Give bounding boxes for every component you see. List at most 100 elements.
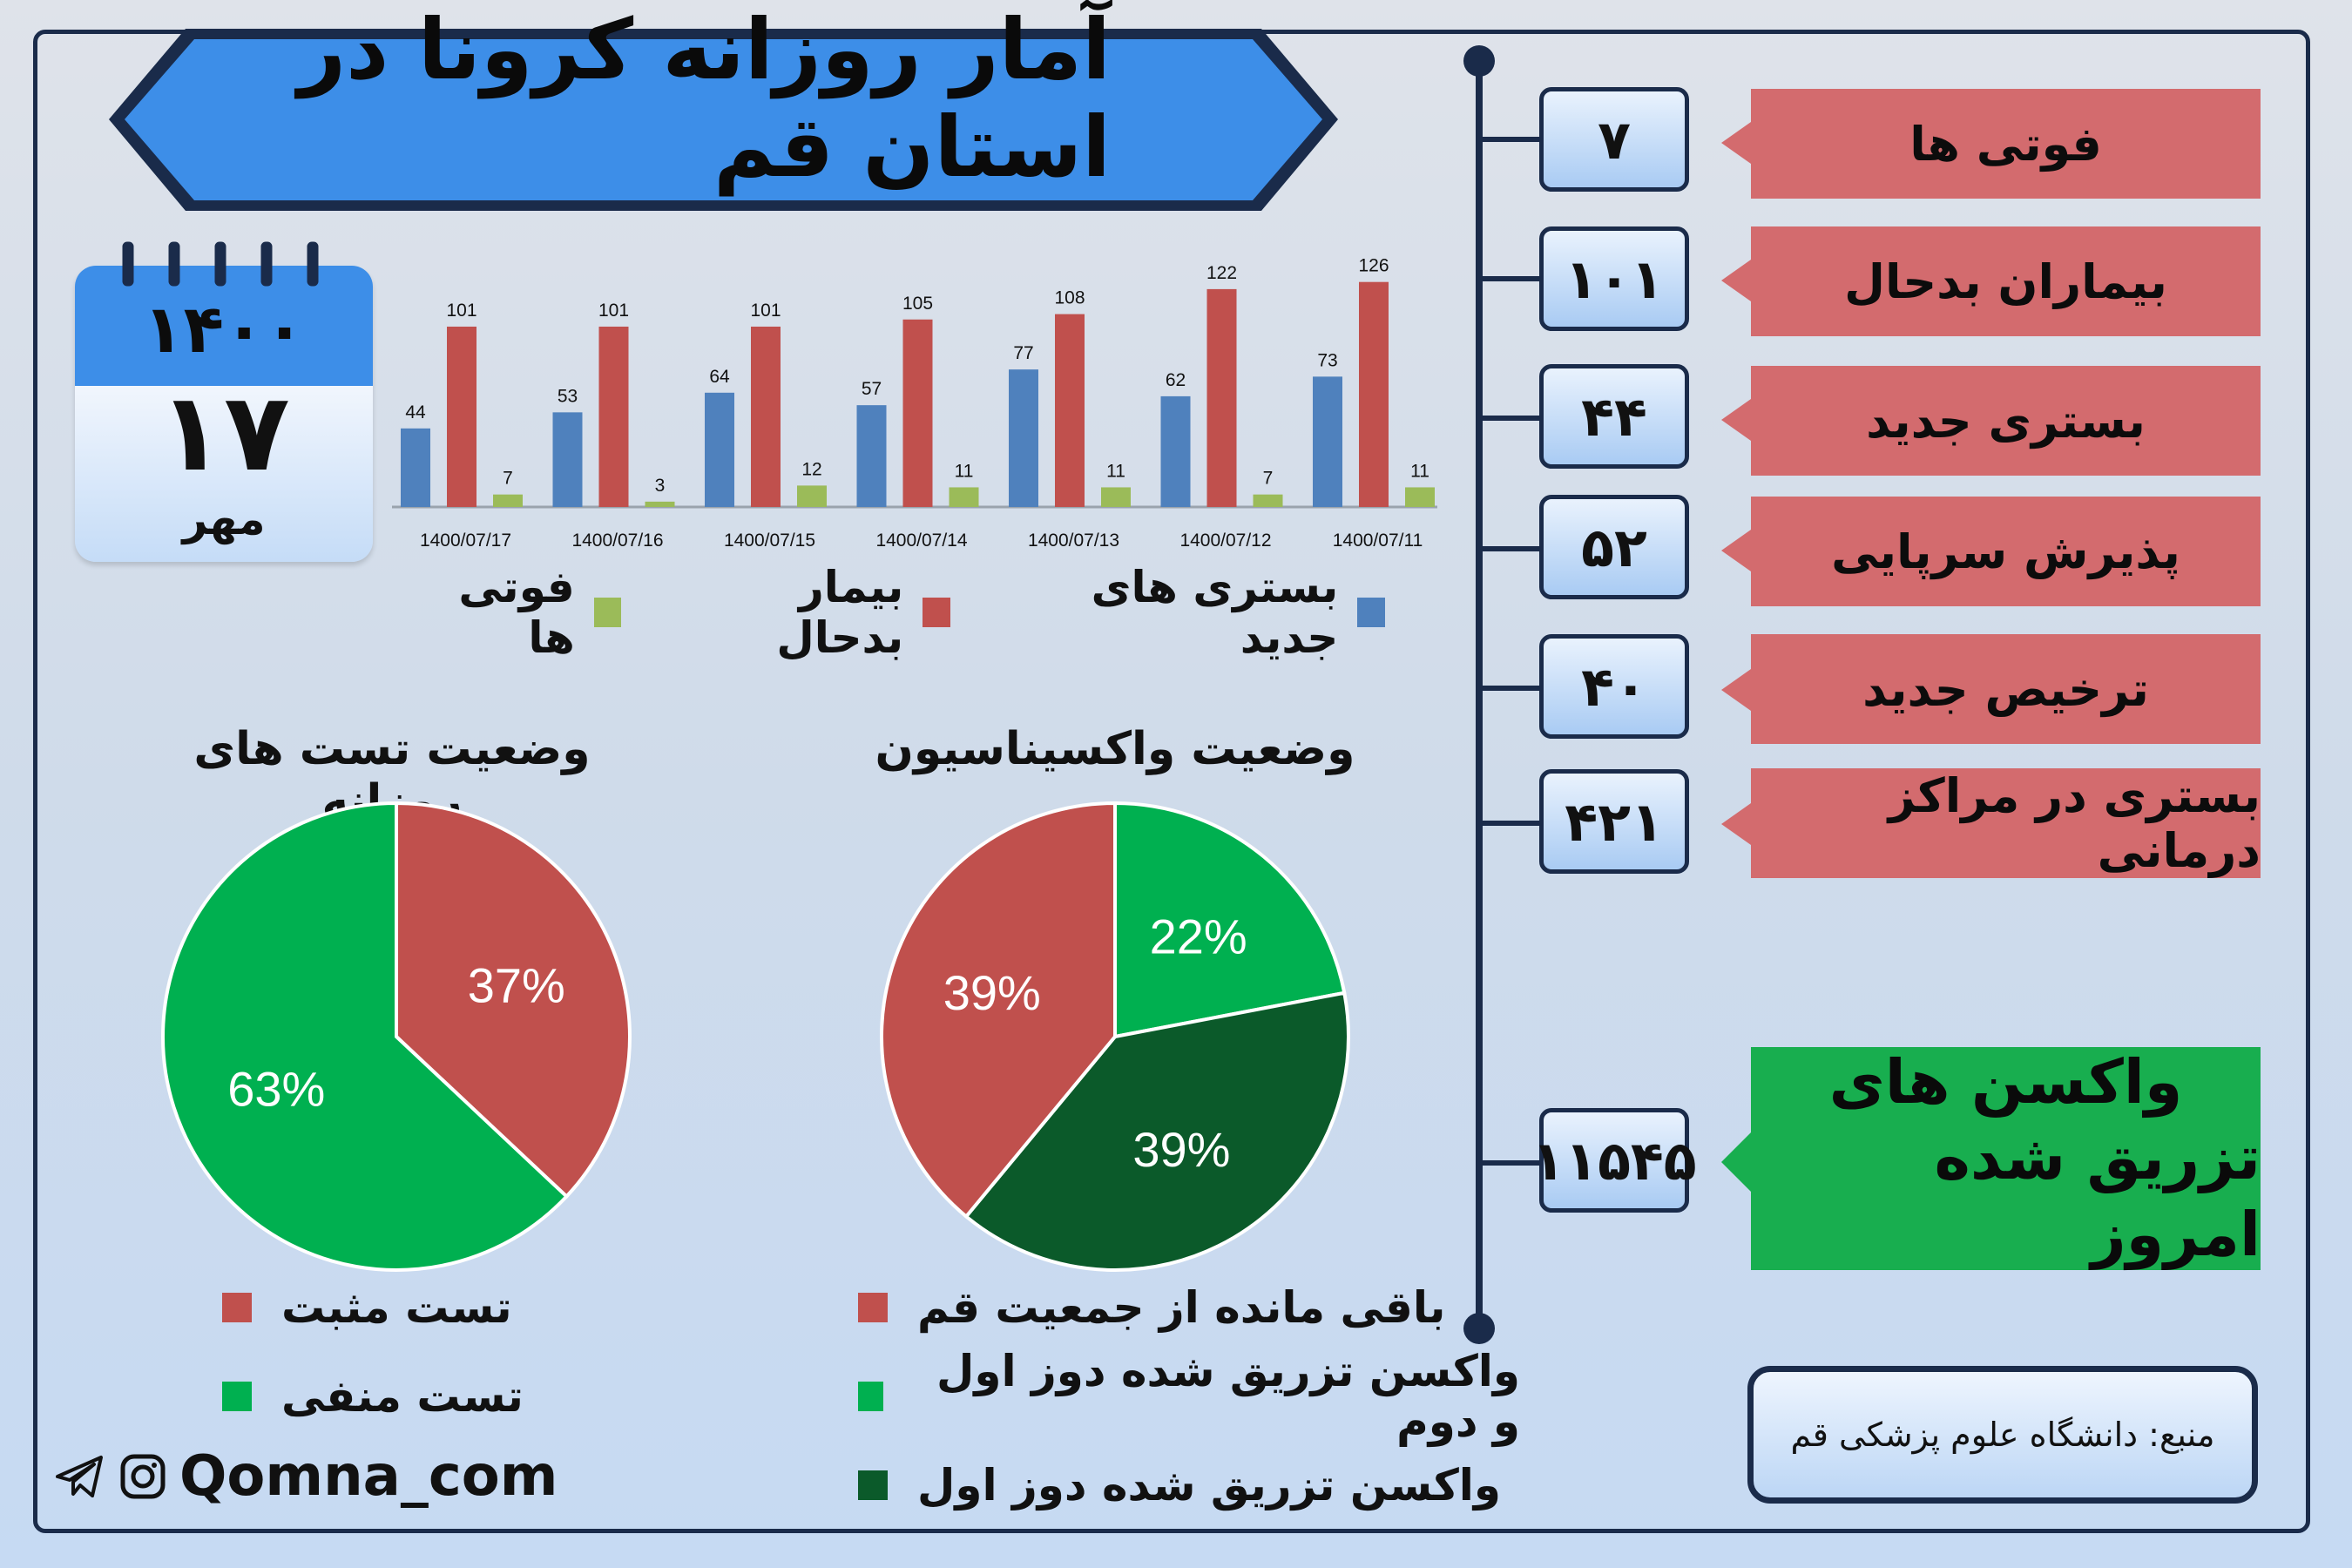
bar-value-label: 126 [1358, 256, 1389, 276]
x-tick-label: 1400/07/15 [724, 531, 815, 551]
spine-bottom-dot [1463, 1313, 1495, 1344]
bar [1009, 369, 1038, 507]
connector-line [1479, 546, 1542, 551]
calendar-header [75, 266, 373, 386]
bar [1101, 487, 1131, 507]
bar [598, 326, 629, 507]
pie-slice [161, 801, 570, 1272]
x-tick-label: 1400/07/13 [1028, 531, 1119, 551]
legend-item-remaining: باقی مانده از جمعیت قم [858, 1263, 1520, 1352]
bar [1313, 376, 1342, 507]
legend-swatch-blue [1357, 598, 1385, 627]
legend-item-negative: تست منفی [222, 1352, 536, 1441]
connector-line [1479, 276, 1542, 281]
timeline-spine [1476, 59, 1483, 1329]
bar [552, 412, 583, 507]
bar-value-label: 44 [405, 402, 426, 422]
pie-slice [963, 990, 1350, 1272]
x-tick-label: 1400/07/16 [571, 531, 663, 551]
connector-line [1479, 137, 1542, 142]
x-tick-label: 1400/07/14 [875, 531, 967, 551]
calendar-widget: ۱۴۰۰ ۱۷ مهر [75, 266, 373, 562]
legend-swatch-red [858, 1293, 888, 1322]
legend-label: واکسن تزریق شده دوز اول و دوم [936, 1346, 1520, 1447]
bar-value-label: 11 [1106, 461, 1125, 481]
bar [705, 392, 734, 507]
daily-bar-chart: 44 101 7 1400/07/17 53 101 3 1400/07/16 64 101 12 1… [392, 256, 1437, 551]
calendar-rings-icon [122, 241, 319, 287]
bar-value-label: 53 [558, 386, 578, 406]
bar [1359, 281, 1389, 507]
pie-slice [880, 801, 1117, 1220]
bar [1405, 487, 1435, 507]
legend-item-critical: بیمار بدحال [673, 562, 950, 663]
tests-pie-chart: 37% 63% [161, 801, 632, 1272]
label-pointer [1721, 530, 1751, 571]
pie-slice-label: 63% [227, 1062, 325, 1117]
vaccination-pie-legend: باقی مانده از جمعیت قم واکسن تزریق شده د… [858, 1263, 1520, 1530]
legend-label: تست منفی [281, 1371, 524, 1422]
source-note: منبع: دانشگاه علوم پزشکی قم [1747, 1366, 2258, 1504]
page-title: آمار روزانه کرونا در استان قم [297, 0, 1111, 196]
vaccine-label-box: واکسن های تزریق شده امروز [1751, 1045, 2261, 1270]
legend-swatch-red [222, 1293, 252, 1322]
stat-value-outpatient: ۵۲ [1539, 495, 1689, 599]
bar-value-label: 12 [801, 459, 821, 479]
pie-slice-label: 39% [1132, 1122, 1230, 1177]
bar [493, 494, 523, 507]
x-tick-label: 1400/07/12 [1179, 531, 1271, 551]
bar-value-label: 122 [1206, 263, 1237, 283]
stat-value-new-admissions: ۴۴ [1539, 364, 1689, 469]
title-banner [109, 29, 1338, 211]
bar [1160, 395, 1191, 507]
brand-handle: Qomna_com [179, 1444, 558, 1509]
calendar-month: مهر [182, 494, 266, 544]
legend-swatch-red [923, 598, 950, 627]
bar [645, 501, 675, 507]
connector-line [1479, 686, 1542, 691]
stat-value-critical: ۱۰۱ [1539, 226, 1689, 331]
legend-item-positive: تست مثبت [222, 1263, 536, 1352]
bar-value-label: 64 [709, 367, 730, 387]
bar [1206, 288, 1237, 507]
pie-slice [1113, 801, 1347, 1039]
vaccine-label-line2: تزریق شده امروز [1934, 1122, 2261, 1270]
stat-label-hospitalized: بستری در مراکز درمانی [1751, 768, 2261, 878]
stat-label-deaths: فوتی ها [1751, 89, 2261, 199]
vaccine-label-line1: واکسن های [1828, 1045, 2183, 1118]
legend-item-two-doses: واکسن تزریق شده دوز اول و دوم [858, 1346, 1520, 1447]
bar [902, 319, 933, 507]
stat-label-new-admissions: بستری جدید [1751, 366, 2261, 476]
pie-slice-label: 37% [468, 957, 565, 1012]
connector-line [1479, 416, 1542, 421]
legend-swatch-green [858, 1382, 883, 1411]
spine-top-dot [1463, 45, 1495, 77]
x-tick-label: 1400/07/17 [420, 531, 511, 551]
bar-value-label: 105 [902, 294, 933, 314]
bar-value-label: 3 [655, 476, 666, 496]
bar-value-label: 57 [862, 379, 882, 399]
bar-value-label: 101 [446, 301, 476, 321]
bar [447, 326, 476, 507]
bar [401, 428, 430, 507]
legend-label: بستری های جدید [1091, 562, 1339, 663]
bar-value-label: 11 [955, 461, 974, 481]
bar [1055, 314, 1085, 507]
bar-value-label: 101 [750, 301, 781, 321]
pie-slice-label: 39% [943, 965, 1041, 1020]
label-pointer [1721, 122, 1751, 164]
connector-line [1479, 1160, 1542, 1166]
stat-label-discharged: ترخیص جدید [1751, 634, 2261, 744]
label-pointer [1721, 803, 1751, 845]
bar-value-label: 11 [1410, 461, 1429, 481]
bar-value-label: 77 [1013, 343, 1033, 363]
legend-label: بیمار بدحال [776, 562, 904, 663]
bar [1253, 494, 1283, 507]
vaccination-pie-chart: 22% 39% 39% [880, 801, 1350, 1272]
bar-value-label: 73 [1317, 350, 1337, 370]
label-pointer [1721, 260, 1751, 301]
legend-item-one-dose: واکسن تزریق شده دوز اول [858, 1441, 1520, 1530]
stat-label-critical: بیماران بدحال [1751, 226, 2261, 336]
bar [856, 405, 887, 507]
pie-slice [395, 801, 632, 1200]
